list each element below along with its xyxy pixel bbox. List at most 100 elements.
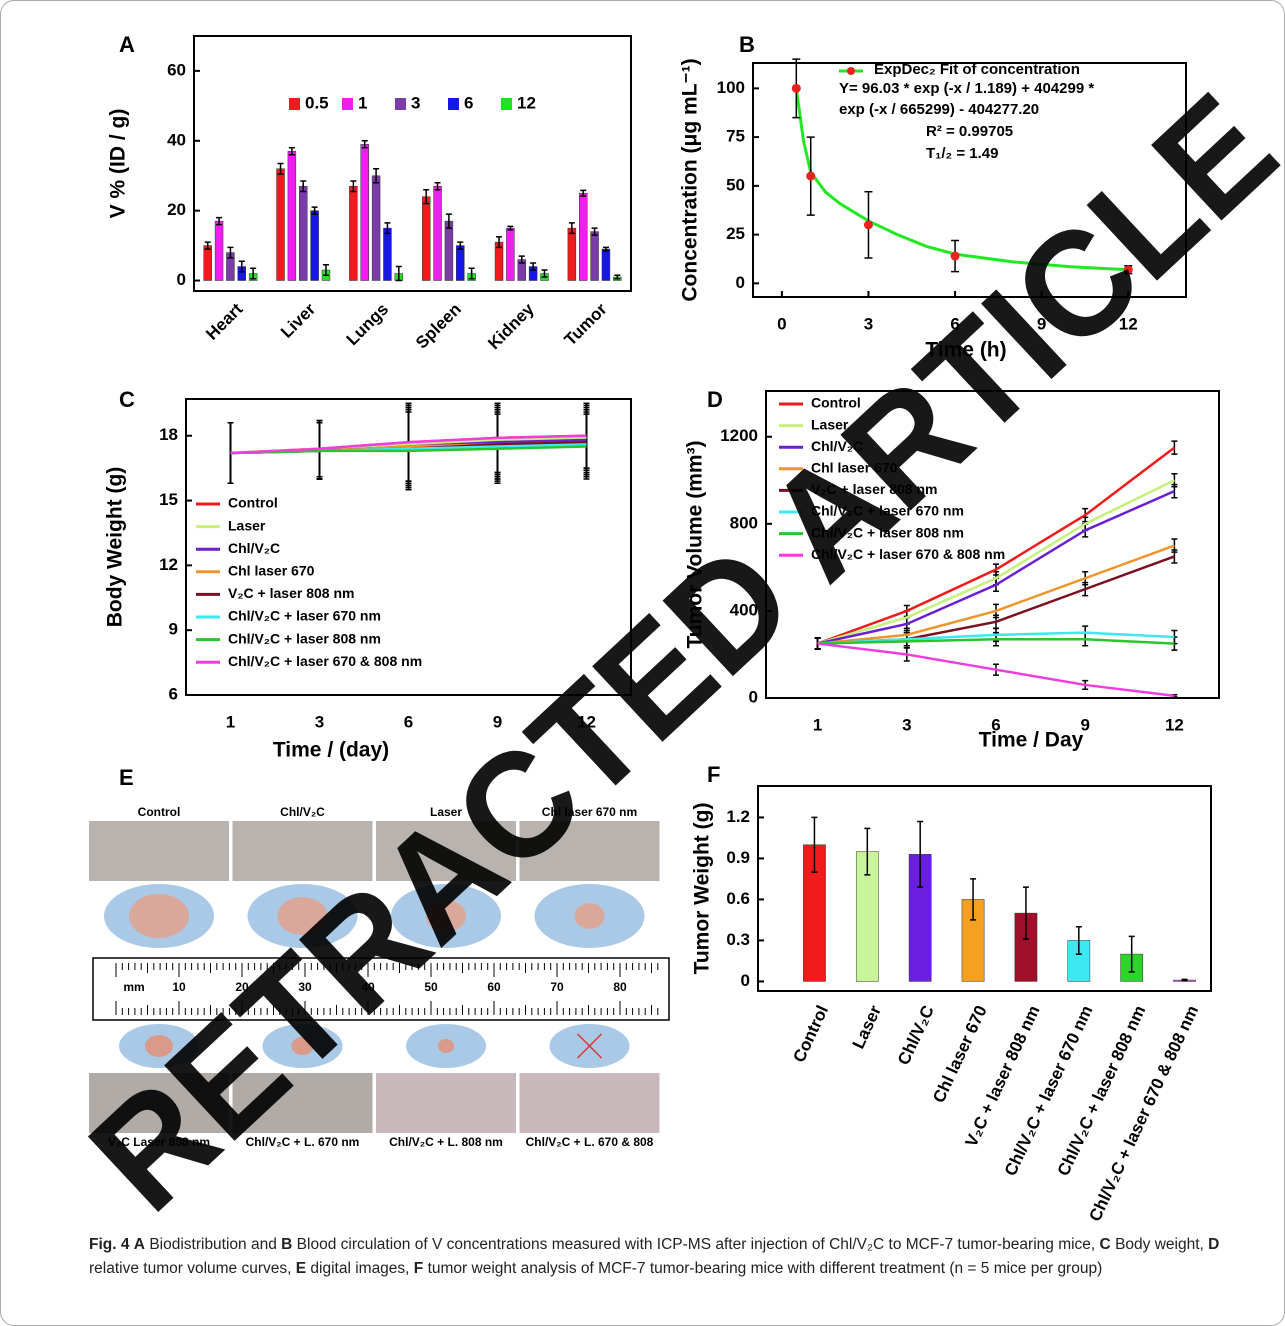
error-bar	[602, 246, 609, 252]
x-tick-label: 3	[315, 712, 324, 731]
y-tick-label: 800	[730, 513, 758, 532]
bar	[590, 231, 599, 281]
x-tick-label: 6	[404, 712, 413, 731]
bar	[383, 227, 392, 281]
image-label: Chl/V₂C	[280, 805, 325, 819]
error-bar	[1181, 978, 1188, 982]
image-label: Control	[138, 805, 181, 819]
series-line	[817, 446, 1176, 645]
legend-label: 0.5	[305, 93, 329, 112]
ruler-label: 70	[550, 980, 564, 994]
plot-frame	[757, 785, 1212, 992]
data-point	[950, 251, 960, 261]
annotation: Y= 96.03 * exp (-x / 1.189) + 404299 *	[839, 80, 1094, 97]
error-bar	[288, 147, 295, 156]
series-line	[817, 642, 1175, 698]
y-axis-label: V % (ID / g)	[107, 109, 130, 219]
plot-frame	[752, 62, 1187, 298]
legend-label: Chl/V₂C + laser 670 nm	[228, 608, 381, 624]
legend-label: Chl/V₂C	[811, 438, 863, 454]
legend-marker	[847, 67, 855, 75]
error-bar	[238, 260, 245, 273]
mouse-photo	[519, 821, 660, 881]
legend-swatch	[501, 98, 512, 110]
tumor	[291, 1037, 314, 1055]
y-tick-label: 0	[736, 273, 745, 292]
legend-swatch	[448, 98, 459, 110]
legend-label: 3	[411, 93, 420, 112]
mouse-photo	[519, 1073, 660, 1133]
tumor	[574, 903, 605, 929]
legend-label: Chl/V₂C + laser 670 & 808 nm	[228, 653, 422, 669]
x-tick-label: Heart	[202, 299, 246, 343]
series-line	[817, 490, 1175, 645]
legend-label: 1	[358, 93, 367, 112]
panel-label: C	[119, 387, 135, 412]
error-bar	[507, 225, 514, 231]
x-tick-label: 9	[1080, 715, 1089, 734]
x-tick-label: 12	[1119, 314, 1138, 333]
caption-text: Blood circulation of V concentrations me…	[296, 1236, 1096, 1253]
y-tick-label: 0	[741, 971, 750, 990]
bar	[421, 196, 431, 281]
x-tick-label: Laser	[849, 1002, 886, 1051]
x-tick-label: Kidney	[484, 299, 538, 353]
x-tick-label: Control	[789, 1003, 832, 1066]
mouse-photo	[232, 821, 373, 881]
tumor	[277, 897, 328, 935]
annotation: R² = 0.99705	[926, 123, 1013, 140]
x-axis-label: Time (h)	[925, 339, 1006, 362]
mouse-photo	[89, 1073, 229, 1133]
bar	[371, 175, 381, 281]
legend-label: Laser	[228, 517, 266, 533]
y-axis-label: Tumor Volume (mm³)	[684, 440, 707, 648]
mouse-photo	[376, 821, 516, 881]
series-line	[817, 479, 1175, 645]
panel-label: B	[739, 32, 755, 57]
x-tick-label: Chl/V₂C	[894, 1003, 938, 1068]
error-bar	[1022, 886, 1029, 940]
error-bar	[423, 188, 430, 205]
annotation: exp (-x / 665299) - 404277.20	[839, 101, 1039, 118]
legend-label: Chl/V₂C + laser 670 nm	[811, 503, 964, 519]
caption-text: E	[295, 1260, 307, 1277]
caption-text: D	[1208, 1236, 1220, 1253]
x-tick-label: 12	[1165, 715, 1184, 734]
caption-text: F	[413, 1260, 424, 1277]
error-bar	[395, 265, 402, 282]
bar	[433, 185, 442, 281]
series-line	[230, 445, 587, 455]
y-tick-label: 400	[730, 600, 758, 619]
cross-mark	[576, 1033, 603, 1059]
ruler-label: 30	[298, 980, 312, 994]
error-bar	[1075, 926, 1082, 955]
caption-text: B	[281, 1236, 293, 1253]
tumor	[145, 1035, 173, 1057]
y-tick-label: 0.9	[726, 848, 750, 867]
ruler-unit: mm	[123, 980, 144, 994]
error-bar	[1171, 549, 1178, 564]
bar	[456, 245, 465, 281]
y-tick-label: 6	[169, 684, 178, 703]
panel-label: E	[119, 765, 134, 790]
y-tick-label: 0	[177, 270, 186, 289]
y-tick-label: 15	[159, 490, 178, 509]
x-tick-label: 1	[226, 712, 235, 731]
legend-label: Chl laser 670	[228, 563, 315, 579]
legend-label: Control	[228, 495, 278, 511]
caption-text: Fig. 4	[89, 1236, 130, 1253]
error-bar	[1171, 483, 1178, 499]
legend-label: ExpDec₂ Fit of concentration	[874, 61, 1080, 78]
fit-line	[794, 88, 1129, 272]
legend-swatch	[395, 98, 406, 110]
series-line	[230, 434, 587, 455]
x-tick-label: 6	[950, 314, 959, 333]
y-tick-label: 0	[749, 687, 758, 706]
error-bar	[277, 162, 284, 175]
error-bar	[468, 267, 475, 280]
error-bar	[864, 827, 871, 876]
x-axis-label: Time / Day	[979, 729, 1084, 752]
caption-text: Biodistribution and	[149, 1236, 277, 1253]
tumor	[129, 894, 189, 938]
